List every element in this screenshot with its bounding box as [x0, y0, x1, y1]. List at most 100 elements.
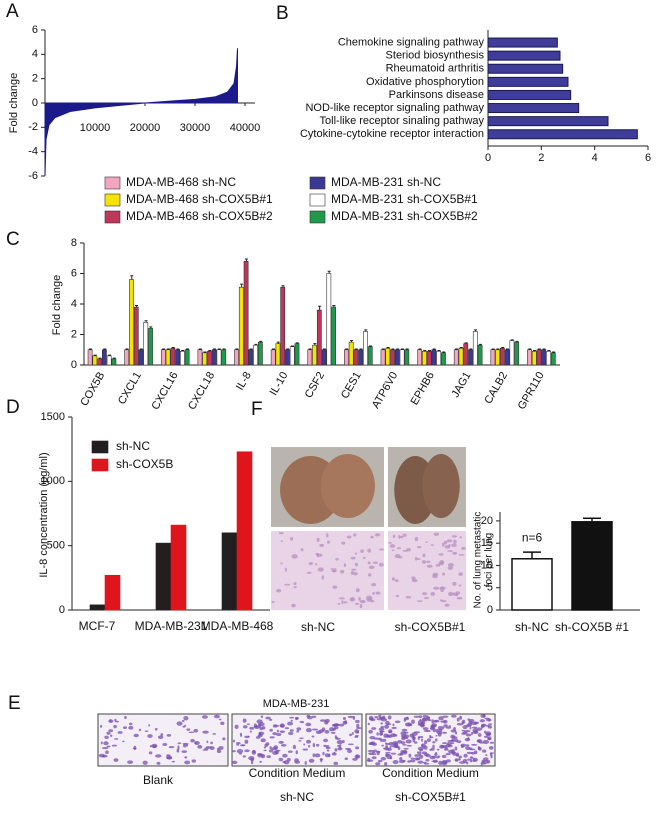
bar [500, 347, 505, 366]
panel-letter: C [6, 229, 20, 250]
y-tick-label: 20 [481, 515, 493, 527]
stain [462, 719, 466, 724]
error-bar [185, 348, 189, 350]
stain [368, 729, 373, 734]
stain [242, 718, 247, 723]
bar [353, 349, 359, 366]
stain [350, 556, 356, 560]
stain [441, 754, 447, 759]
stain [378, 737, 381, 741]
bar [106, 355, 112, 366]
stain [416, 757, 421, 761]
stain [346, 535, 352, 539]
stain [127, 760, 134, 764]
stain [481, 724, 485, 728]
stain [306, 571, 312, 575]
stain [484, 717, 490, 720]
error-bar [244, 258, 248, 262]
bar [527, 349, 532, 366]
error-bar [217, 348, 221, 350]
stain [465, 746, 471, 751]
invasion-photo [97, 713, 229, 767]
stain [323, 744, 327, 748]
stain [467, 723, 471, 727]
stain [434, 738, 438, 742]
histology-photo [271, 531, 384, 610]
bar [477, 344, 483, 366]
stain [312, 753, 315, 758]
stain [183, 716, 189, 721]
stain [156, 761, 161, 765]
bar [289, 346, 295, 366]
stain [398, 759, 405, 764]
stain [354, 729, 360, 734]
error-bar [345, 348, 349, 350]
error-bar [88, 348, 92, 350]
legend-label: MDA-MB-231 sh-COX5B#2 [331, 209, 478, 223]
stain [354, 552, 357, 555]
stain [442, 572, 446, 576]
x-tick-label: GPR110 [516, 370, 547, 412]
bar [399, 349, 405, 366]
stain [181, 750, 188, 753]
stain [265, 742, 270, 746]
stain [176, 748, 180, 753]
x-tick-label: MDA-MB-468 [201, 619, 274, 633]
stain [403, 731, 409, 734]
stain [336, 739, 343, 745]
stain [394, 720, 401, 724]
stain [417, 600, 423, 602]
stain [355, 588, 360, 593]
stain [332, 585, 338, 589]
stain [334, 748, 338, 752]
stain [325, 747, 331, 749]
stain [371, 727, 377, 730]
stain [461, 547, 466, 550]
stain [466, 751, 473, 755]
stain [447, 591, 454, 597]
stain [409, 759, 416, 763]
stain [413, 715, 420, 718]
stain [392, 723, 395, 726]
stain [177, 742, 182, 745]
stain [378, 727, 385, 731]
stain [314, 753, 321, 758]
stain [242, 755, 246, 758]
y-tick-label: 4 [71, 298, 77, 310]
stain [395, 594, 399, 598]
bar [124, 349, 130, 366]
stain [265, 716, 271, 720]
stain [487, 725, 493, 729]
stain [458, 584, 462, 587]
stain [452, 581, 457, 586]
x-tick-label: IL-10 [268, 370, 291, 398]
stain [459, 536, 462, 539]
stain [405, 739, 412, 744]
stain [115, 720, 119, 723]
bar [571, 521, 613, 611]
stain [477, 739, 481, 743]
stain [160, 733, 164, 737]
stain [343, 601, 348, 604]
stain [194, 740, 200, 745]
legend-label: MDA-MB-468 sh-COX5B#2 [126, 209, 273, 223]
bar [129, 279, 134, 366]
error-bar [501, 346, 505, 349]
stain [437, 755, 441, 758]
error-bar [281, 285, 285, 288]
error-bar [455, 348, 459, 350]
stain [305, 722, 312, 727]
error-bar [135, 305, 139, 308]
stain [450, 739, 455, 742]
stain [257, 753, 263, 756]
stain [455, 752, 460, 757]
stain [386, 753, 391, 758]
bar [331, 306, 336, 366]
bar [236, 451, 253, 611]
stain [387, 715, 392, 720]
error-bar [139, 348, 143, 350]
stain [318, 729, 324, 733]
bar [202, 352, 208, 366]
stain [433, 532, 440, 536]
bar [102, 349, 107, 366]
